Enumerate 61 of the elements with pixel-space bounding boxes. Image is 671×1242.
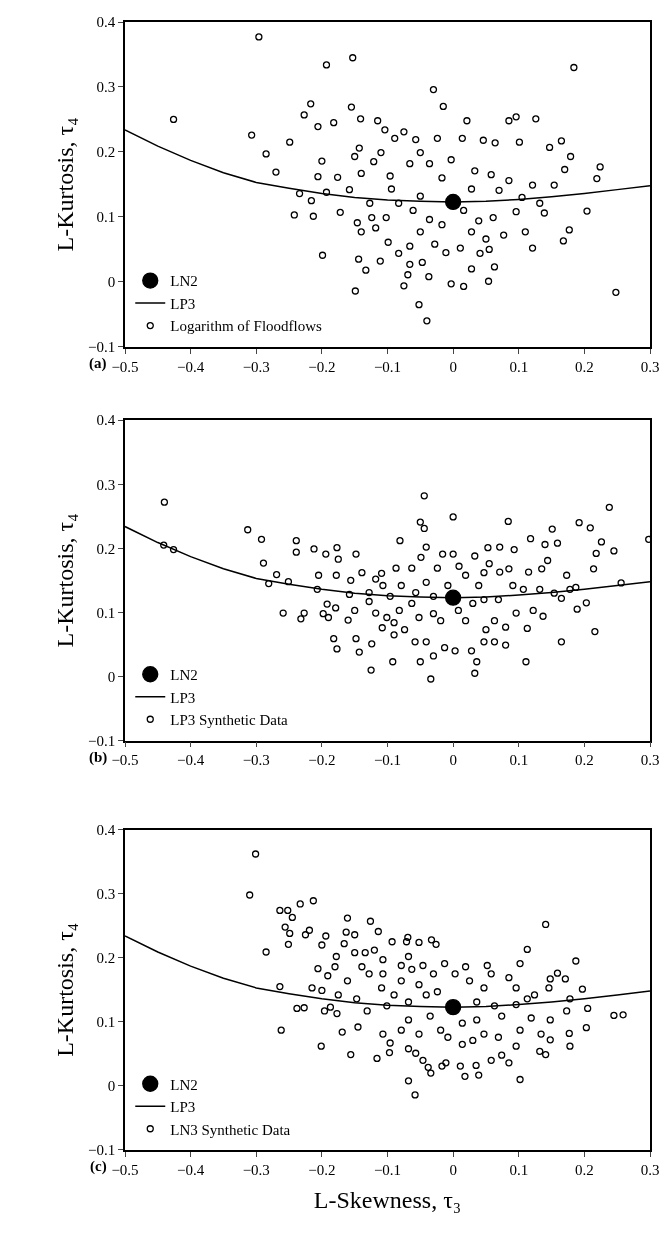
x-tick-label: 0.3 <box>640 752 660 769</box>
x-tick-label: 0.3 <box>640 1161 660 1178</box>
legend-label: LP3 <box>170 1099 196 1116</box>
y-tick-label: 0.4 <box>96 821 116 838</box>
legend-label: LP3 <box>170 295 196 312</box>
text: (c) <box>90 1158 107 1175</box>
x-tick-label: −0.1 <box>373 358 402 375</box>
x-tick-label: 0.3 <box>640 358 660 375</box>
y-tick-label: −0.1 <box>88 1142 116 1159</box>
y-tick-label: 0.2 <box>96 950 116 967</box>
x-tick-label: −0.4 <box>177 1161 205 1178</box>
y-tick-label: −0.1 <box>88 732 116 749</box>
x-tick-label: 0.2 <box>575 752 594 769</box>
x-tick-label: −0.1 <box>373 752 402 769</box>
x-tick-label: −0.2 <box>308 752 336 769</box>
x-tick-label: −0.4 <box>177 752 205 769</box>
x-tick-label: 0.1 <box>509 358 529 375</box>
legend-label: LP3 Synthetic Data <box>170 712 289 729</box>
x-tick-label: −0.4 <box>177 358 205 375</box>
y-tick-label: 0 <box>107 274 116 291</box>
x-tick-label: −0.2 <box>308 1161 336 1178</box>
y-tick-label: 0.2 <box>96 144 116 161</box>
legend-label: LN2 <box>170 667 198 684</box>
y-tick-label: 0 <box>107 668 116 685</box>
legend-label: LP3 <box>170 689 196 706</box>
x-tick-label: 0 <box>449 358 457 375</box>
x-tick-label: 0 <box>449 1161 457 1178</box>
y-tick-label: 0.1 <box>96 1014 116 1031</box>
x-tick-label: −0.1 <box>373 1161 402 1178</box>
x-tick-label: 0.1 <box>509 752 529 769</box>
y-axis-title: L-Kurtosis, τ₄ <box>51 922 78 1057</box>
y-axis-title: L-Kurtosis, τ₄ <box>51 513 78 648</box>
x-tick-label: 0.1 <box>509 1161 529 1178</box>
y-tick-label: 0.1 <box>96 209 116 226</box>
x-tick-label: −0.3 <box>242 752 270 769</box>
x-tick-label: −0.5 <box>111 358 139 375</box>
x-tick-label: 0.2 <box>575 358 594 375</box>
y-axis-title: L-Kurtosis, τ₄ <box>51 117 78 252</box>
legend-label: LN3 Synthetic Data <box>170 1121 291 1138</box>
y-tick-label: 0.3 <box>96 476 116 493</box>
x-tick-label: −0.2 <box>308 358 336 375</box>
x-axis-title: L-Skewness, τ₃ <box>313 1186 462 1213</box>
y-tick-label: 0 <box>107 1078 116 1095</box>
y-tick-label: 0.1 <box>96 604 116 621</box>
y-tick-label: −0.1 <box>88 339 116 356</box>
y-tick-label: 0.4 <box>96 412 116 429</box>
x-tick-label: 0 <box>449 752 457 769</box>
text: (a) <box>89 355 107 372</box>
x-tick-label: −0.5 <box>111 752 139 769</box>
y-tick-label: 0.3 <box>96 79 116 96</box>
legend-label: LN2 <box>170 1076 198 1093</box>
y-tick-label: 0.3 <box>96 885 116 902</box>
x-tick-label: −0.5 <box>111 1161 139 1178</box>
legend-label: Logarithm of Floodflows <box>170 318 323 335</box>
legend-label: LN2 <box>170 273 198 290</box>
x-tick-label: 0.2 <box>575 1161 594 1178</box>
x-tick-label: −0.3 <box>242 1161 270 1178</box>
text: (b) <box>89 749 108 766</box>
y-tick-label: 0.2 <box>96 540 116 557</box>
y-tick-label: 0.4 <box>96 14 116 31</box>
x-tick-label: −0.3 <box>242 358 270 375</box>
